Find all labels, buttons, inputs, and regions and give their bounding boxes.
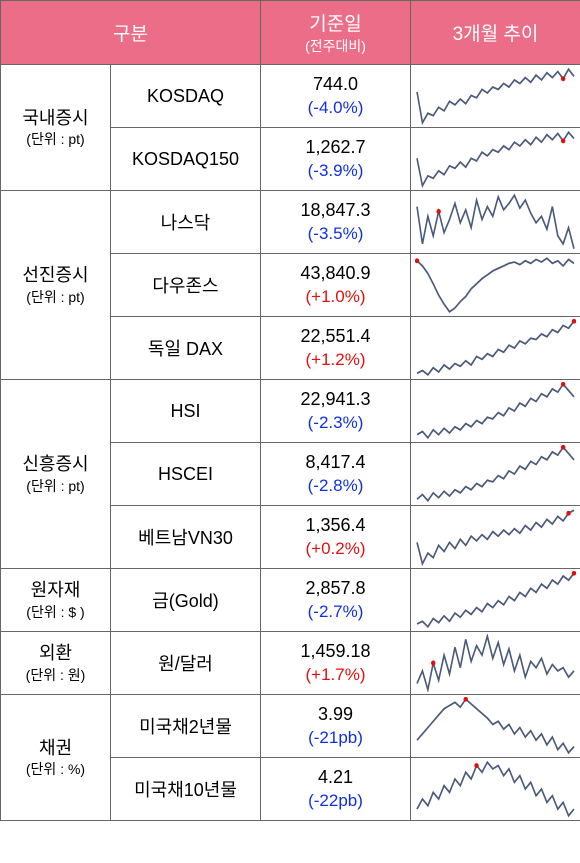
header-trend: 3개월 추이 xyxy=(411,1,580,65)
table-row: 외환 (단위 : 원)원/달러 1,459.18 (+1.7%) xyxy=(1,632,580,695)
category-label: 원자재 xyxy=(31,580,81,600)
value-number: 1,459.18 xyxy=(300,641,370,661)
market-table: 구분 기준일 (전주대비) 3개월 추이 국내증시(단위 : pt)KOSDAQ… xyxy=(0,0,580,821)
category-cell: 선진증시 (단위 : pt) xyxy=(1,191,111,380)
index-name: 미국채2년물 xyxy=(111,695,261,758)
category-cell: 원자재 (단위 : $ ) xyxy=(1,569,111,632)
value-number: 43,840.9 xyxy=(300,263,370,283)
index-name: 미국채10년물 xyxy=(111,758,261,821)
value-delta: (-2.7%) xyxy=(263,601,408,623)
value-cell: 3.99 (-21pb) xyxy=(261,695,411,758)
value-cell: 18,847.3 (-3.5%) xyxy=(261,191,411,254)
header-row: 구분 기준일 (전주대비) 3개월 추이 xyxy=(1,1,580,65)
value-delta: (+1.2%) xyxy=(263,349,408,371)
value-cell: 1,459.18 (+1.7%) xyxy=(261,632,411,695)
value-cell: 2,857.8 (-2.7%) xyxy=(261,569,411,632)
value-delta: (+1.0%) xyxy=(263,286,408,308)
header-value: 기준일 (전주대비) xyxy=(261,1,411,65)
category-unit: (단위 : %) xyxy=(3,760,108,779)
index-name: HSI xyxy=(111,380,261,443)
sparkline-cell xyxy=(411,632,580,695)
value-delta: (+0.2%) xyxy=(263,538,408,560)
index-name: HSCEI xyxy=(111,443,261,506)
value-number: 1,356.4 xyxy=(305,515,365,535)
index-name: 독일 DAX xyxy=(111,317,261,380)
value-cell: 22,551.4 (+1.2%) xyxy=(261,317,411,380)
value-number: 4.21 xyxy=(318,767,353,787)
value-number: 22,551.4 xyxy=(300,326,370,346)
category-unit: (단위 : pt) xyxy=(3,288,108,307)
value-number: 3.99 xyxy=(318,704,353,724)
sparkline-cell xyxy=(411,758,580,821)
category-label: 선진증시 xyxy=(22,265,88,285)
value-delta: (-22pb) xyxy=(263,790,408,812)
sparkline-cell xyxy=(411,254,580,317)
table-row: 국내증시(단위 : pt)KOSDAQ744.0(-4.0%) xyxy=(1,65,580,128)
value-delta: (-2.3%) xyxy=(263,412,408,434)
value-cell: 43,840.9 (+1.0%) xyxy=(261,254,411,317)
table-row: 원자재 (단위 : $ )금(Gold) 2,857.8 (-2.7%) xyxy=(1,569,580,632)
value-number: 744.0 xyxy=(313,74,358,94)
index-name: KOSDAQ150 xyxy=(111,128,261,191)
category-cell: 외환 (단위 : 원) xyxy=(1,632,111,695)
sparkline-cell xyxy=(411,443,580,506)
index-name: 다우존스 xyxy=(111,254,261,317)
sparkline-cell xyxy=(411,65,580,128)
category-label: 신흥증시 xyxy=(22,454,88,474)
index-name: 원/달러 xyxy=(111,632,261,695)
category-unit: (단위 : 원) xyxy=(3,666,108,685)
category-label: 국내증시 xyxy=(22,108,88,128)
index-name: 금(Gold) xyxy=(111,569,261,632)
category-unit: (단위 : pt) xyxy=(3,477,108,496)
value-delta: (-3.5%) xyxy=(263,223,408,245)
header-value-main: 기준일 xyxy=(309,14,361,35)
value-number: 2,857.8 xyxy=(305,578,365,598)
category-unit: (단위 : pt) xyxy=(3,130,108,149)
value-delta: (-4.0%) xyxy=(263,97,408,119)
index-name: 나스닥 xyxy=(111,191,261,254)
category-cell: 국내증시 (단위 : pt) xyxy=(1,65,111,191)
table-row: 신흥증시(단위 : pt)HSI22,941.3(-2.3%) xyxy=(1,380,580,443)
value-cell: 22,941.3 (-2.3%) xyxy=(261,380,411,443)
header-value-sub: (전주대비) xyxy=(265,36,406,56)
value-delta: (+1.7%) xyxy=(263,664,408,686)
category-label: 외환 xyxy=(39,643,72,663)
value-delta: (-2.8%) xyxy=(263,475,408,497)
sparkline-cell xyxy=(411,695,580,758)
header-category: 구분 xyxy=(1,1,261,65)
category-unit: (단위 : $ ) xyxy=(3,603,108,622)
sparkline-cell xyxy=(411,506,580,569)
category-cell: 채권 (단위 : %) xyxy=(1,695,111,821)
sparkline-cell xyxy=(411,317,580,380)
value-cell: 8,417.4 (-2.8%) xyxy=(261,443,411,506)
sparkline-cell xyxy=(411,128,580,191)
value-number: 18,847.3 xyxy=(300,200,370,220)
category-cell: 신흥증시 (단위 : pt) xyxy=(1,380,111,569)
value-cell: 1,262.7 (-3.9%) xyxy=(261,128,411,191)
value-number: 22,941.3 xyxy=(300,389,370,409)
table-row: 채권(단위 : %)미국채2년물3.99(-21pb) xyxy=(1,695,580,758)
table-row: 선진증시(단위 : pt)나스닥18,847.3(-3.5%) xyxy=(1,191,580,254)
value-delta: (-21pb) xyxy=(263,727,408,749)
value-cell: 4.21 (-22pb) xyxy=(261,758,411,821)
sparkline-cell xyxy=(411,569,580,632)
sparkline-cell xyxy=(411,191,580,254)
value-delta: (-3.9%) xyxy=(263,160,408,182)
index-name: 베트남VN30 xyxy=(111,506,261,569)
value-cell: 744.0 (-4.0%) xyxy=(261,65,411,128)
value-cell: 1,356.4 (+0.2%) xyxy=(261,506,411,569)
value-number: 8,417.4 xyxy=(305,452,365,472)
index-name: KOSDAQ xyxy=(111,65,261,128)
category-label: 채권 xyxy=(39,738,72,758)
sparkline-cell xyxy=(411,380,580,443)
value-number: 1,262.7 xyxy=(305,137,365,157)
